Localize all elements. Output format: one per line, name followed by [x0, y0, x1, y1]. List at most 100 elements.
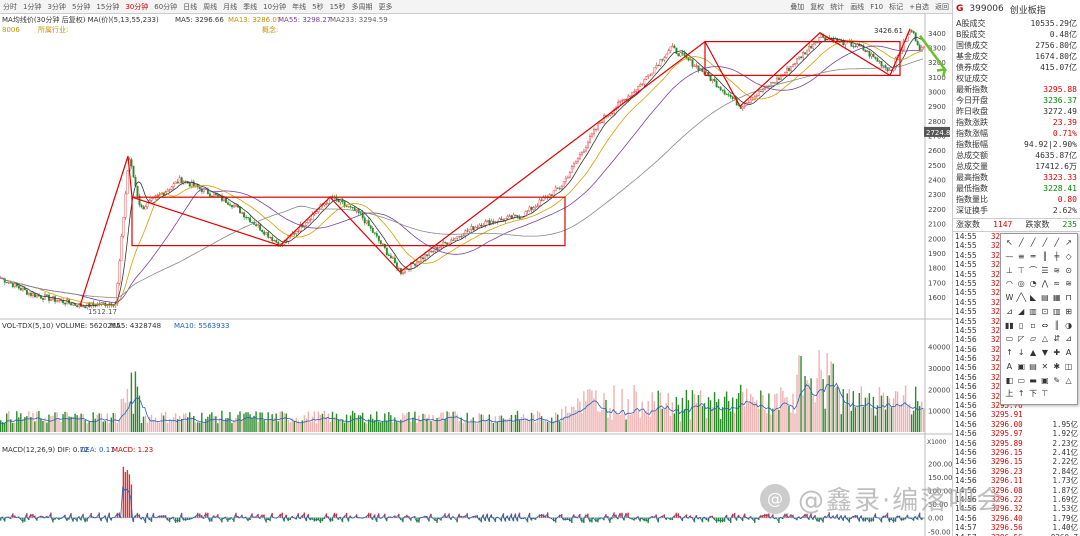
draw-tool-icon[interactable]: ☰ — [1041, 265, 1049, 275]
period-tab[interactable]: 15分钟 — [96, 2, 120, 11]
draw-tool-icon[interactable]: ▤ — [1029, 361, 1037, 371]
draw-tool-icon[interactable]: ◣ — [1029, 293, 1037, 302]
draw-tool-icon[interactable]: ╱ — [1054, 238, 1060, 247]
period-tab[interactable]: 30分钟 — [125, 2, 149, 11]
draw-tool-icon[interactable]: ↗ — [1065, 238, 1072, 247]
draw-tool-icon[interactable]: ≈ — [1053, 279, 1061, 289]
draw-tool-icon[interactable]: ⊓ — [1065, 293, 1072, 302]
toolbar-action[interactable]: +自选 — [909, 2, 929, 11]
kline-chart-area[interactable]: MA均线价(30分钟 后复权) MA(价)(5,13,55,233) MA5: 3… — [0, 14, 952, 536]
period-tab[interactable]: 5秒 — [312, 2, 324, 11]
period-tab[interactable]: 多周期 — [351, 2, 373, 11]
draw-tool-icon[interactable]: 上 — [1005, 389, 1014, 399]
draw-tool-icon[interactable]: ◢ — [1018, 306, 1025, 316]
draw-tool-icon[interactable]: ↑ — [1006, 348, 1013, 357]
period-tab[interactable]: 分时 — [3, 2, 17, 11]
draw-tool-icon[interactable]: ▥ — [1052, 306, 1061, 316]
drawing-tool-palette[interactable]: ↖ ╱ ╱ ╱ ╱ ↗ — ≡ ═ ║ ╪ ◇ ⊥ ⊤ ⌒ ☰ ≋ ⊙ ◠ ◎ ◔ ⋀ ≈ ≋ W ╱╲ ◣ ▤ ▦ ⊓ ⊿ ◢ ▥ ⊡ ▥ ⊞ ▮▮ ▯… — [1000, 233, 1078, 405]
draw-tool-icon[interactable]: ◔ — [1029, 279, 1037, 289]
draw-tool-icon[interactable]: ↖ — [1006, 238, 1013, 247]
draw-tool-icon[interactable]: ⊙ — [1065, 265, 1072, 275]
toolbar-action[interactable]: 叠加 — [790, 2, 805, 11]
draw-tool-icon[interactable]: ╱ — [1042, 238, 1048, 247]
toolbar-action[interactable]: 返回 — [935, 2, 949, 11]
toolbar-action[interactable]: 标记 — [889, 2, 904, 11]
period-tab[interactable]: 季线 — [243, 2, 258, 11]
draw-tool-icon[interactable]: ⊥ — [1005, 265, 1013, 275]
draw-tool-icon[interactable] — [1063, 388, 1074, 399]
draw-tool-icon[interactable]: ◑ — [1065, 320, 1073, 330]
draw-tool-icon[interactable]: ╱ — [1030, 238, 1036, 247]
draw-tool-icon[interactable]: ≡ — [1017, 251, 1025, 261]
draw-tool-icon[interactable]: ≋ — [1053, 265, 1061, 275]
toolbar-action[interactable]: F10 — [870, 2, 884, 11]
draw-tool-icon[interactable]: ≋ — [1065, 279, 1072, 289]
draw-tool-icon[interactable]: ╱╲ — [1016, 293, 1027, 302]
period-tab[interactable]: 10分钟 — [263, 2, 287, 11]
draw-tool-icon[interactable]: ⊤ — [1017, 265, 1025, 275]
draw-tool-icon[interactable]: △ — [1065, 375, 1072, 385]
draw-tool-icon[interactable]: — — [1005, 251, 1014, 261]
period-tab[interactable]: 日线 — [183, 2, 198, 11]
draw-tool-icon[interactable]: ▮▮ — [1005, 320, 1014, 330]
draw-tool-icon[interactable]: A — [1065, 348, 1072, 357]
draw-tool-icon[interactable]: ◇ — [1065, 251, 1072, 261]
toolbar-action[interactable]: 统计 — [830, 2, 845, 11]
draw-tool-icon[interactable]: ▣ — [1017, 361, 1026, 371]
draw-tool-icon[interactable]: ⊡ — [1041, 306, 1049, 316]
draw-tool-icon[interactable]: ⌒ — [1029, 265, 1038, 275]
draw-tool-icon[interactable]: ◎ — [1017, 279, 1025, 289]
draw-tool-icon[interactable]: ╱ — [1018, 238, 1024, 247]
toolbar-action[interactable]: 画线 — [850, 2, 865, 11]
period-tab[interactable]: 5分钟 — [71, 2, 91, 11]
draw-tool-icon[interactable]: ◠ — [1005, 279, 1013, 289]
draw-tool-icon[interactable]: ◧ — [1005, 375, 1014, 385]
draw-tool-icon[interactable]: ⊤ — [1041, 389, 1049, 399]
period-tab[interactable]: 1分钟 — [23, 2, 42, 11]
toolbar-action[interactable]: 复权 — [810, 2, 825, 11]
period-tab[interactable]: 更多 — [378, 2, 393, 11]
draw-tool-icon[interactable]: ✎ — [1053, 375, 1061, 385]
draw-tool-icon[interactable]: ▣ — [1041, 375, 1049, 385]
draw-tool-icon[interactable]: ⇵ — [1053, 334, 1061, 344]
draw-tool-icon[interactable]: ✕ — [1041, 361, 1049, 371]
draw-tool-icon[interactable]: ▯ — [1019, 320, 1024, 330]
draw-tool-icon[interactable]: ↑ — [1017, 389, 1025, 399]
draw-tool-icon[interactable]: ▦ — [1052, 293, 1061, 302]
gear-icon[interactable]: G — [956, 4, 964, 14]
draw-tool-icon[interactable]: ▲ — [1029, 348, 1037, 357]
draw-tool-icon[interactable]: ↓ — [1017, 348, 1025, 357]
draw-tool-icon[interactable]: ⋀ — [1041, 279, 1049, 289]
period-tab[interactable]: 月线 — [223, 2, 238, 11]
draw-tool-icon[interactable]: A — [1006, 361, 1013, 371]
draw-tool-icon[interactable]: ▫ — [1030, 320, 1036, 330]
draw-tool-icon[interactable]: ▥ — [1029, 306, 1037, 316]
draw-tool-icon[interactable]: ║ — [1054, 320, 1060, 330]
draw-tool-icon[interactable]: ║ — [1042, 251, 1048, 261]
draw-tool-icon[interactable]: ▭ — [1005, 334, 1014, 344]
draw-tool-icon[interactable]: ⇔ — [1041, 320, 1049, 330]
period-tab[interactable]: 年线 — [292, 2, 307, 11]
draw-tool-icon[interactable]: ◸ — [1018, 334, 1025, 344]
draw-tool-icon[interactable]: ═ — [1030, 251, 1036, 261]
draw-tool-icon[interactable]: △ — [1041, 334, 1048, 344]
draw-tool-icon[interactable]: ✱ — [1053, 361, 1061, 371]
draw-tool-icon[interactable] — [1051, 388, 1062, 399]
draw-tool-icon[interactable]: ▬ — [1029, 375, 1037, 385]
draw-tool-icon[interactable]: ▼ — [1041, 348, 1048, 357]
draw-tool-icon[interactable]: ◫ — [1064, 361, 1073, 371]
draw-tool-icon[interactable]: W — [1005, 293, 1014, 302]
period-tab[interactable]: 3分钟 — [47, 2, 66, 11]
draw-tool-icon[interactable]: ╪ — [1054, 251, 1060, 261]
draw-tool-icon[interactable]: ✚ — [1053, 348, 1061, 357]
draw-tool-icon[interactable]: ⊿ — [1006, 306, 1013, 316]
draw-tool-icon[interactable]: 下 — [1029, 389, 1038, 399]
period-tab[interactable]: 60分钟 — [154, 2, 178, 11]
draw-tool-icon[interactable]: ▭ — [1017, 375, 1026, 385]
draw-tool-icon[interactable]: ▱ — [1029, 334, 1037, 344]
draw-tool-icon[interactable]: ⊿ — [1065, 334, 1072, 344]
period-tab[interactable]: 周线 — [203, 2, 218, 11]
period-tab[interactable]: 15秒 — [329, 2, 346, 11]
kline-chart-svg[interactable]: MA均线价(30分钟 后复权) MA(价)(5,13,55,233) MA5: 3… — [0, 14, 952, 536]
draw-tool-icon[interactable]: ⊞ — [1065, 306, 1072, 316]
